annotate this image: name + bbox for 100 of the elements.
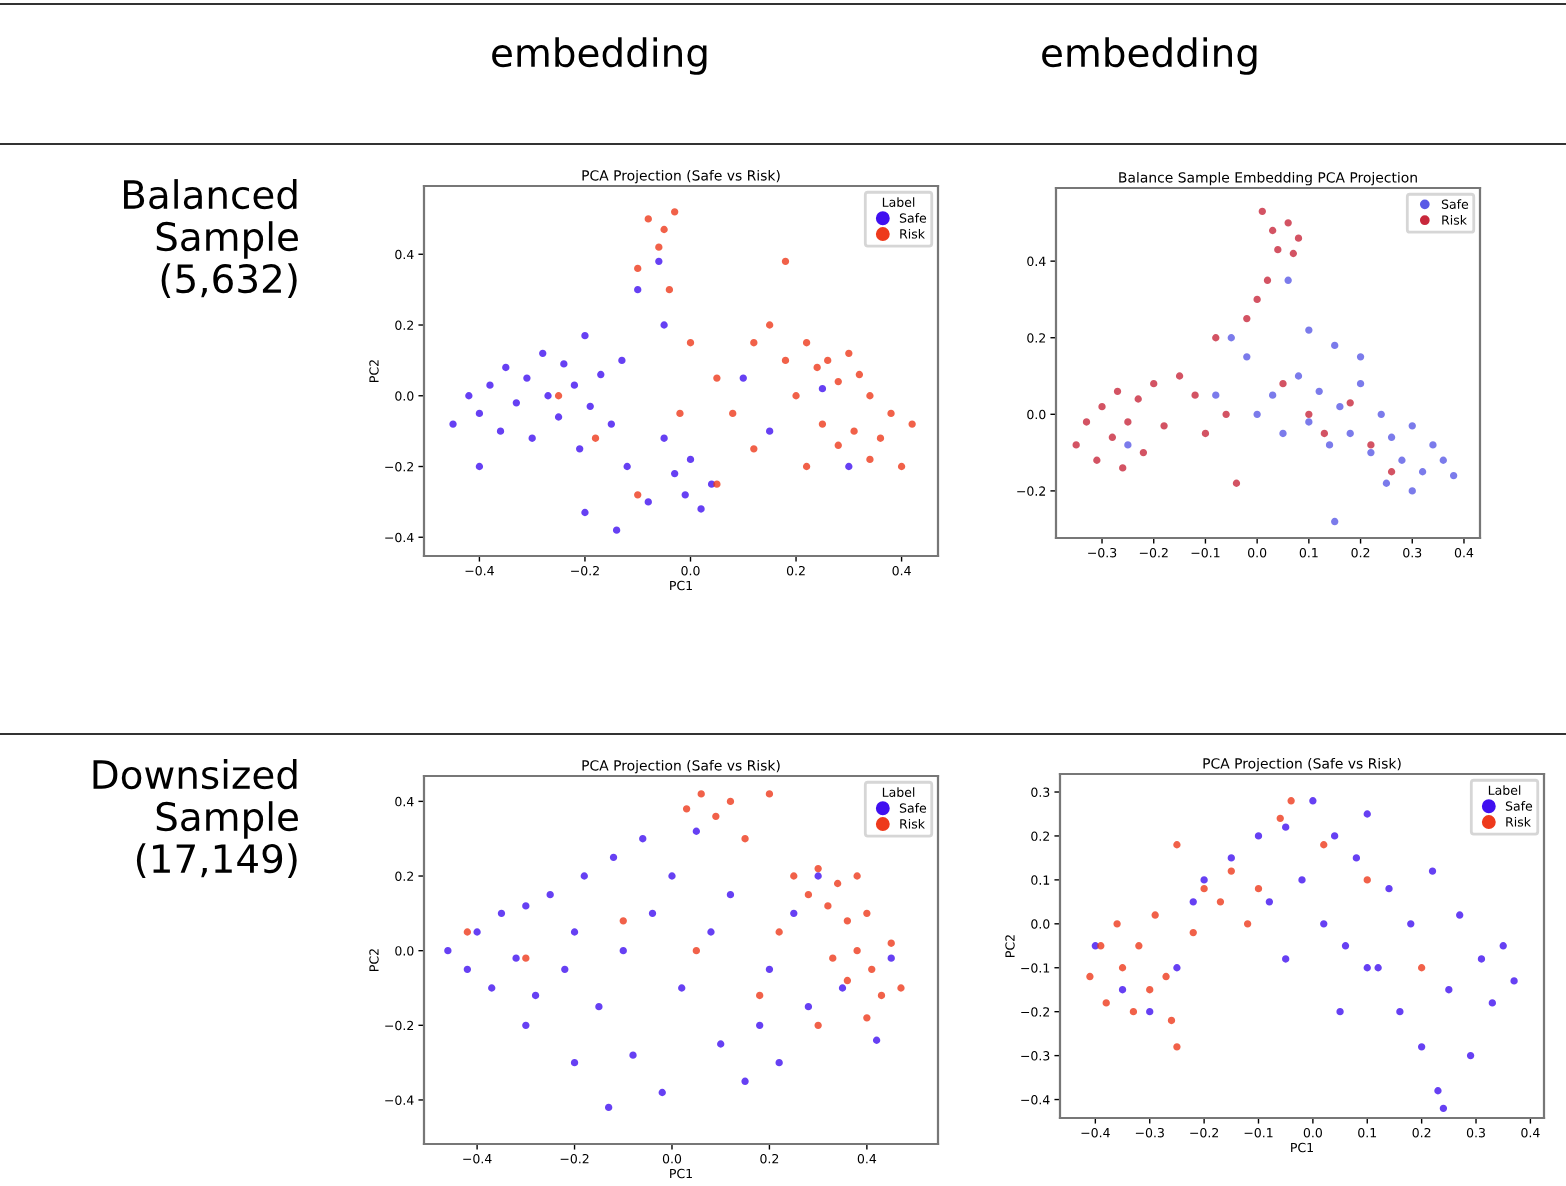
- point: [863, 909, 871, 918]
- point: [670, 208, 679, 216]
- point: [512, 954, 520, 962]
- point: [570, 1058, 579, 1067]
- point: [1151, 911, 1159, 919]
- point: [855, 370, 864, 379]
- point: [1336, 402, 1344, 411]
- point: [1216, 898, 1225, 906]
- point: [618, 356, 626, 365]
- text: Balanced Sample (5,632): [124, 179, 298, 298]
- point: [887, 939, 895, 947]
- point: [586, 402, 594, 411]
- point: [1162, 972, 1170, 981]
- point: [570, 381, 579, 389]
- point: [814, 864, 822, 873]
- point: [781, 356, 790, 365]
- point: [1243, 920, 1252, 928]
- point: [1309, 797, 1317, 805]
- point: [1072, 441, 1080, 449]
- point: [595, 1002, 603, 1011]
- text: Downsized Sample (17,149): [93, 759, 298, 878]
- point: [1146, 986, 1154, 994]
- point: [634, 491, 642, 499]
- point: [475, 462, 484, 471]
- point: [853, 946, 861, 955]
- point: [1346, 399, 1354, 407]
- point: [463, 928, 472, 936]
- point: [1253, 410, 1261, 418]
- point: [1279, 380, 1287, 388]
- point: [648, 909, 657, 918]
- point: [1418, 468, 1427, 476]
- point: [1268, 391, 1277, 399]
- point: [444, 946, 452, 955]
- point: [1320, 920, 1328, 928]
- point: [1118, 964, 1127, 972]
- point: [612, 526, 621, 534]
- point: [670, 469, 679, 478]
- point: [876, 434, 885, 442]
- point: [546, 891, 554, 899]
- point: [1191, 391, 1199, 399]
- point: [1363, 810, 1371, 818]
- point: [655, 243, 663, 251]
- point: [750, 445, 758, 453]
- point: [660, 225, 668, 234]
- point: [1367, 441, 1375, 449]
- point: [1499, 942, 1507, 950]
- point: [1356, 353, 1365, 361]
- point: [1439, 456, 1447, 464]
- point: [1287, 797, 1295, 805]
- point: [1330, 832, 1339, 840]
- point: [707, 928, 715, 936]
- point: [1449, 471, 1458, 480]
- point: [833, 879, 842, 888]
- point: [644, 498, 652, 506]
- point: [790, 872, 798, 880]
- point: [829, 954, 837, 962]
- point: [1417, 1043, 1426, 1051]
- point: [843, 917, 852, 925]
- point: [1227, 867, 1235, 875]
- point: [1189, 898, 1197, 906]
- point: [531, 991, 540, 1000]
- point: [1258, 207, 1266, 216]
- point: [1305, 410, 1313, 418]
- point: [576, 445, 584, 453]
- point: [1212, 334, 1220, 342]
- point: [1341, 942, 1350, 950]
- point: [1466, 1051, 1475, 1060]
- point: [1173, 841, 1181, 849]
- point: [1086, 972, 1094, 981]
- point: [850, 427, 858, 435]
- point: [682, 805, 691, 813]
- point: [1093, 456, 1101, 464]
- point: [1254, 884, 1263, 893]
- point: [502, 363, 510, 372]
- point: [581, 508, 589, 517]
- point: [1331, 517, 1339, 526]
- point: [868, 965, 876, 974]
- point: [1232, 479, 1241, 487]
- point: [1417, 964, 1426, 972]
- point: [1377, 410, 1385, 418]
- point: [660, 321, 668, 329]
- point: [1082, 418, 1091, 426]
- point: [1429, 441, 1437, 449]
- point: [1129, 1008, 1138, 1016]
- text: embedding: [1042, 37, 1257, 75]
- point: [570, 928, 579, 936]
- point: [1367, 448, 1375, 457]
- point: [1097, 942, 1105, 950]
- point: [1200, 884, 1208, 893]
- point: [1510, 977, 1518, 985]
- point: [790, 909, 798, 918]
- point: [1212, 391, 1220, 399]
- point: [756, 991, 764, 1000]
- point: [1200, 876, 1208, 884]
- point: [523, 374, 531, 382]
- point: [560, 360, 568, 368]
- point: [676, 409, 684, 418]
- point: [1315, 387, 1323, 396]
- point: [488, 984, 496, 992]
- point: [1134, 395, 1142, 403]
